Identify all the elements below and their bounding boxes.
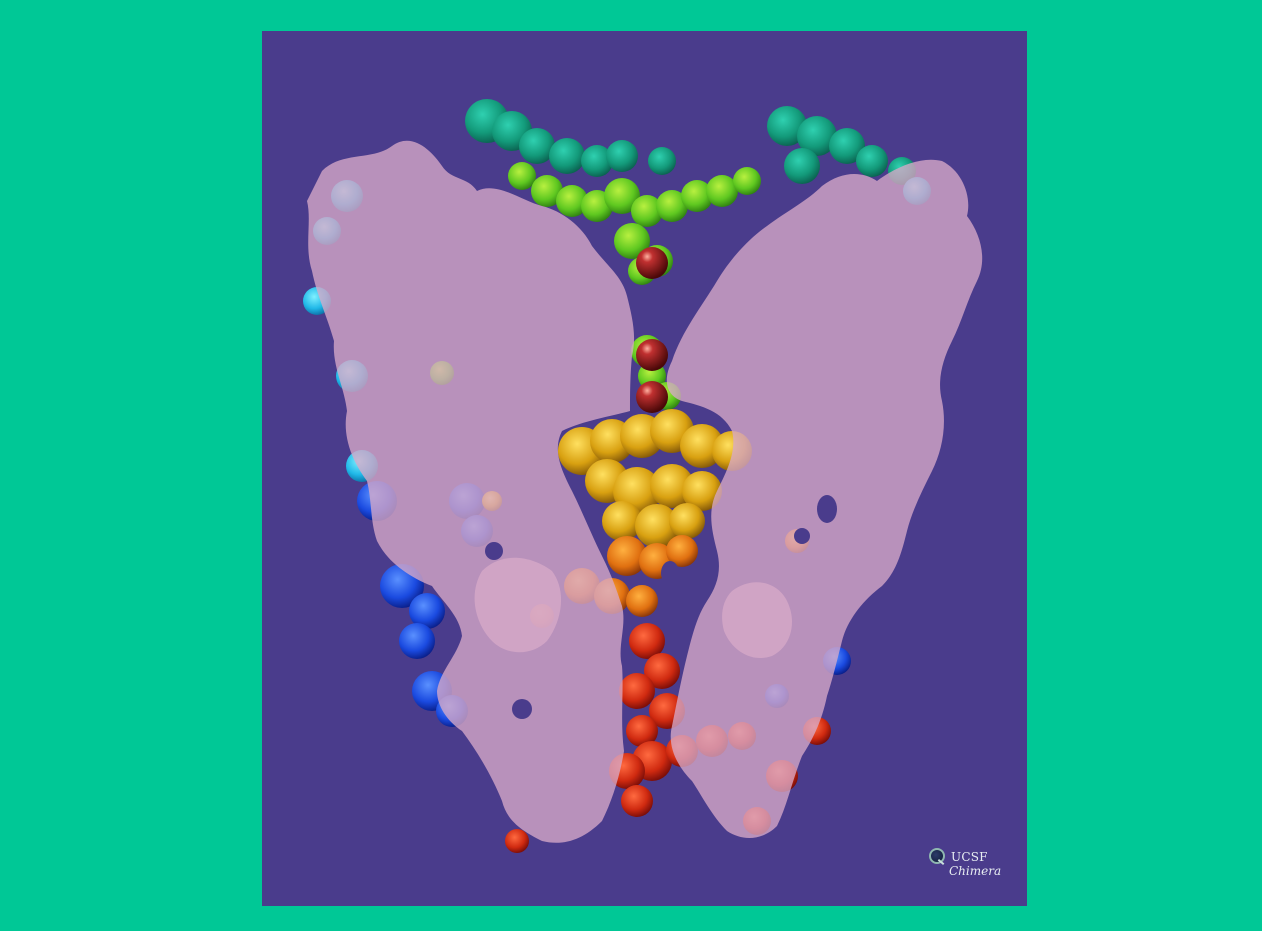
ion-sphere-2 [636, 339, 668, 371]
molecular-viewer[interactable]: UCSF Chimera [262, 31, 1027, 906]
protein-surface-render [303, 99, 983, 853]
ion-sphere-1 [636, 247, 668, 279]
teal-domain [465, 99, 916, 185]
logo-text-ucsf: UCSF [951, 850, 988, 864]
ion-sphere-3 [636, 381, 668, 413]
cavities [485, 495, 837, 719]
chimera-logo-icon [929, 848, 945, 864]
chimera-logo: UCSF Chimera [927, 846, 1017, 886]
yellow-domain [482, 409, 752, 548]
ion-spheres [636, 247, 668, 413]
logo-text-chimera: Chimera [949, 864, 1002, 878]
